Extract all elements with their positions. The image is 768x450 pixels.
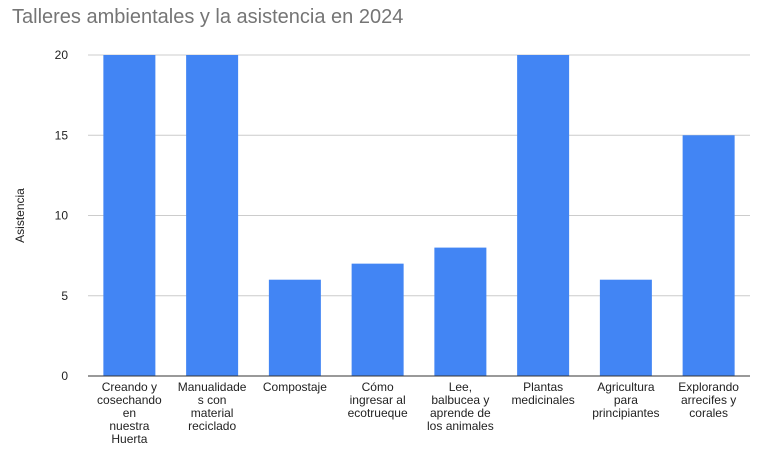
y-tick-label: 15 — [55, 128, 69, 142]
x-tick-label-line: Cómo — [361, 380, 394, 394]
bar — [682, 135, 735, 376]
x-tick-label-line: corales — [689, 406, 728, 420]
x-tick-label-line: Plantas — [523, 380, 564, 394]
y-tick-label: 10 — [55, 209, 69, 223]
y-axis-label: Asistencia — [13, 188, 27, 243]
x-tick-label-line: Compostaje — [262, 380, 327, 394]
x-tick-label-line: en — [122, 406, 137, 420]
y-axis-ticks: 0 5 10 15 20 — [55, 48, 69, 383]
bar — [351, 263, 404, 376]
x-tick-label: Agricultura para principiantes — [585, 381, 667, 420]
y-tick-label: 0 — [61, 369, 68, 383]
x-tick-label-line: para — [613, 393, 638, 407]
x-tick-label: Creando y cosechando en nuestra Huerta — [88, 381, 170, 446]
x-tick-label-line: reciclado — [188, 419, 237, 433]
x-tick-label-line: medicinales — [511, 393, 575, 407]
bar — [103, 55, 156, 376]
x-tick-label: Manualidade s con material reciclado — [171, 381, 253, 433]
bar — [517, 55, 570, 376]
x-tick-label-line: aprende de — [430, 406, 491, 420]
x-tick-label-line: ingresar al — [349, 393, 406, 407]
bar — [186, 55, 239, 376]
x-tick-label: Lee, balbucea y aprende de los animales — [419, 381, 501, 433]
x-tick-label-line: arrecifes y — [680, 393, 737, 407]
x-tick-label-line: Agricultura — [597, 380, 655, 394]
x-tick-label: Explorando arrecifes y corales — [668, 381, 750, 420]
x-tick-label: Cómo ingresar al ecotrueque — [337, 381, 419, 420]
x-tick-label-line: los animales — [427, 419, 494, 433]
x-tick-label-line: s con — [197, 393, 227, 407]
x-tick-label-line: Manualidade — [177, 380, 247, 394]
chart-title: Talleres ambientales y la asistencia en … — [12, 6, 404, 28]
x-tick-label-line: Creando y — [101, 380, 158, 394]
bar — [268, 279, 321, 376]
y-tick-label: 5 — [61, 289, 68, 303]
x-tick-label-line: cosechando — [97, 393, 162, 407]
x-tick-label-line: Huerta — [111, 432, 148, 446]
x-tick-label-line: Explorando — [678, 380, 739, 394]
x-tick-label-line: ecotrueque — [347, 406, 408, 420]
x-tick-label-line: material — [190, 406, 234, 420]
x-tick-label-line: Lee, — [448, 380, 473, 394]
x-tick-label-line: balbucea y — [431, 393, 490, 407]
x-tick-label-line: nuestra — [109, 419, 150, 433]
bar — [599, 279, 652, 376]
bar — [434, 247, 487, 376]
bar-series — [103, 55, 735, 376]
x-tick-label: Compostaje — [254, 381, 336, 394]
x-tick-label-line: principiantes — [592, 406, 660, 420]
y-tick-label: 20 — [55, 48, 69, 62]
x-tick-label: Plantas medicinales — [502, 381, 584, 407]
